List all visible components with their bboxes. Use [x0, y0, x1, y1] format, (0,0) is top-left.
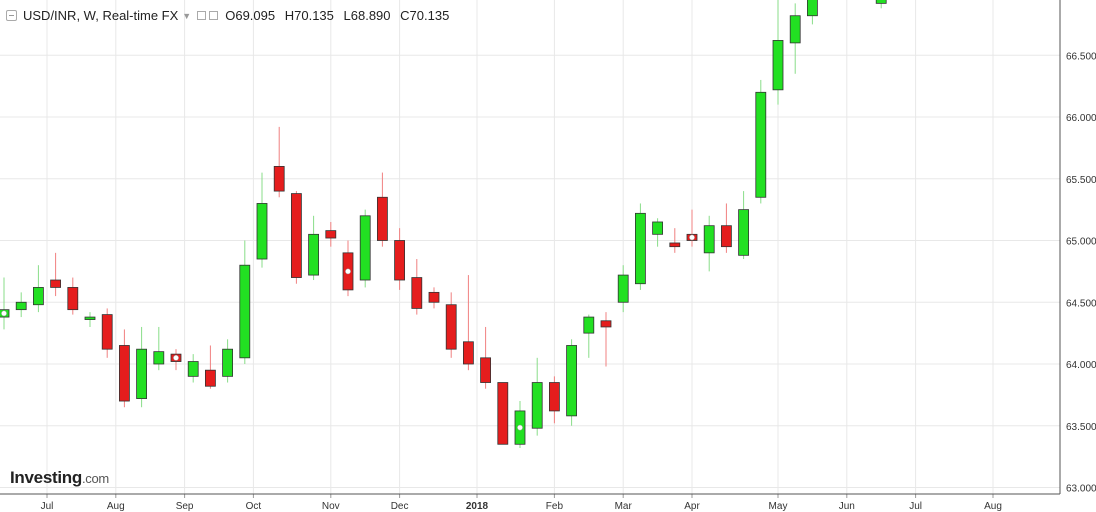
investing-logo: Investing.com	[10, 468, 109, 488]
candle-body	[33, 287, 44, 306]
y-tick-label: 65.500	[1066, 175, 1096, 186]
candle-body	[445, 304, 457, 350]
settings-icon[interactable]	[197, 11, 207, 20]
ohlc-readout: O69.095 H70.135 L68.890 C70.135	[225, 8, 455, 23]
event-marker	[517, 424, 523, 431]
x-tick-label: Apr	[684, 501, 700, 512]
close-value: 70.135	[409, 8, 450, 23]
y-tick-label: 63.000	[1066, 484, 1096, 495]
candle-body	[531, 382, 543, 429]
open-value: 69.095	[235, 8, 276, 23]
candle-body	[394, 240, 406, 281]
candle-body	[583, 316, 595, 334]
y-tick-label: 66.500	[1066, 51, 1096, 62]
candle-body	[807, 0, 818, 17]
y-tick-label: 65.000	[1066, 237, 1096, 248]
candle-body	[256, 203, 268, 260]
candle-body	[101, 314, 113, 350]
y-tick-label: 64.000	[1066, 360, 1096, 371]
candle-body	[84, 316, 96, 320]
candle-body	[549, 382, 560, 412]
candle-body	[738, 209, 749, 256]
x-tick-label: Dec	[391, 501, 409, 512]
event-marker	[173, 354, 179, 361]
candle-body	[376, 196, 388, 241]
candle-body	[875, 0, 887, 4]
candle-body	[239, 264, 251, 359]
candle-body	[222, 348, 234, 377]
x-tick-label: Oct	[246, 501, 262, 512]
candle-body	[204, 369, 216, 387]
y-tick-label: 66.000	[1066, 113, 1096, 124]
high-value: 70.135	[294, 8, 334, 23]
x-tick-label: Jul	[41, 501, 54, 512]
event-marker	[1, 310, 7, 317]
candle-body	[308, 233, 320, 276]
y-tick-label: 64.500	[1066, 298, 1096, 309]
low-label: L	[343, 8, 351, 23]
x-tick-label: May	[769, 501, 788, 512]
candle-body	[755, 91, 767, 198]
candle-body	[136, 348, 148, 399]
candle-body	[703, 225, 715, 254]
candle-body	[721, 225, 732, 248]
menu-icon[interactable]	[6, 10, 17, 21]
candle-body	[153, 351, 165, 365]
event-marker	[345, 268, 351, 275]
candle-body	[411, 277, 423, 309]
x-tick-label: Mar	[615, 501, 633, 512]
candle-body	[462, 341, 474, 365]
candle-body	[617, 274, 629, 303]
chevron-down-icon[interactable]: ▼	[182, 10, 192, 21]
x-tick-label: Feb	[546, 501, 564, 512]
candle-body	[187, 361, 199, 377]
candle-body	[15, 301, 27, 311]
candle-body	[600, 320, 612, 328]
open-label: O	[225, 8, 236, 23]
candle-body	[566, 345, 577, 417]
candle-body	[119, 345, 130, 402]
x-tick-label: Nov	[322, 501, 340, 512]
x-tick-label: Aug	[984, 501, 1002, 512]
event-marker	[689, 234, 695, 241]
y-tick-label: 63.500	[1066, 422, 1096, 433]
logo-suffix: .com	[81, 471, 109, 486]
candle-body	[497, 382, 509, 445]
candle-body	[772, 40, 784, 91]
candle-body	[635, 212, 646, 285]
candle-body	[428, 291, 440, 303]
logo-brand: Investing	[10, 468, 82, 487]
x-tick-label: Jul	[909, 501, 922, 512]
candle-body	[669, 242, 681, 248]
candle-body	[290, 193, 302, 278]
candle-body	[50, 279, 61, 288]
candle-body	[273, 165, 285, 192]
symbol-label[interactable]: USD/INR, W, Real-time FX	[23, 8, 179, 23]
close-label: C	[400, 8, 410, 23]
x-tick-label: Aug	[107, 501, 125, 512]
x-tick-label: Sep	[176, 501, 194, 512]
candle-body	[359, 215, 371, 281]
low-value: 68.890	[350, 8, 391, 23]
visibility-icon[interactable]	[209, 11, 219, 20]
x-tick-label: Jun	[839, 501, 855, 512]
candle-body	[67, 287, 79, 311]
candle-body	[480, 357, 492, 383]
candle-body	[325, 230, 337, 239]
x-tick-label: 2018	[466, 501, 489, 512]
chart-header: USD/INR, W, Real-time FX ▼ O69.095 H70.1…	[6, 8, 455, 23]
candle-body	[652, 221, 663, 235]
high-label: H	[284, 8, 295, 23]
y-tick-label: 67.000	[1066, 0, 1096, 1]
candle-body	[789, 15, 801, 44]
